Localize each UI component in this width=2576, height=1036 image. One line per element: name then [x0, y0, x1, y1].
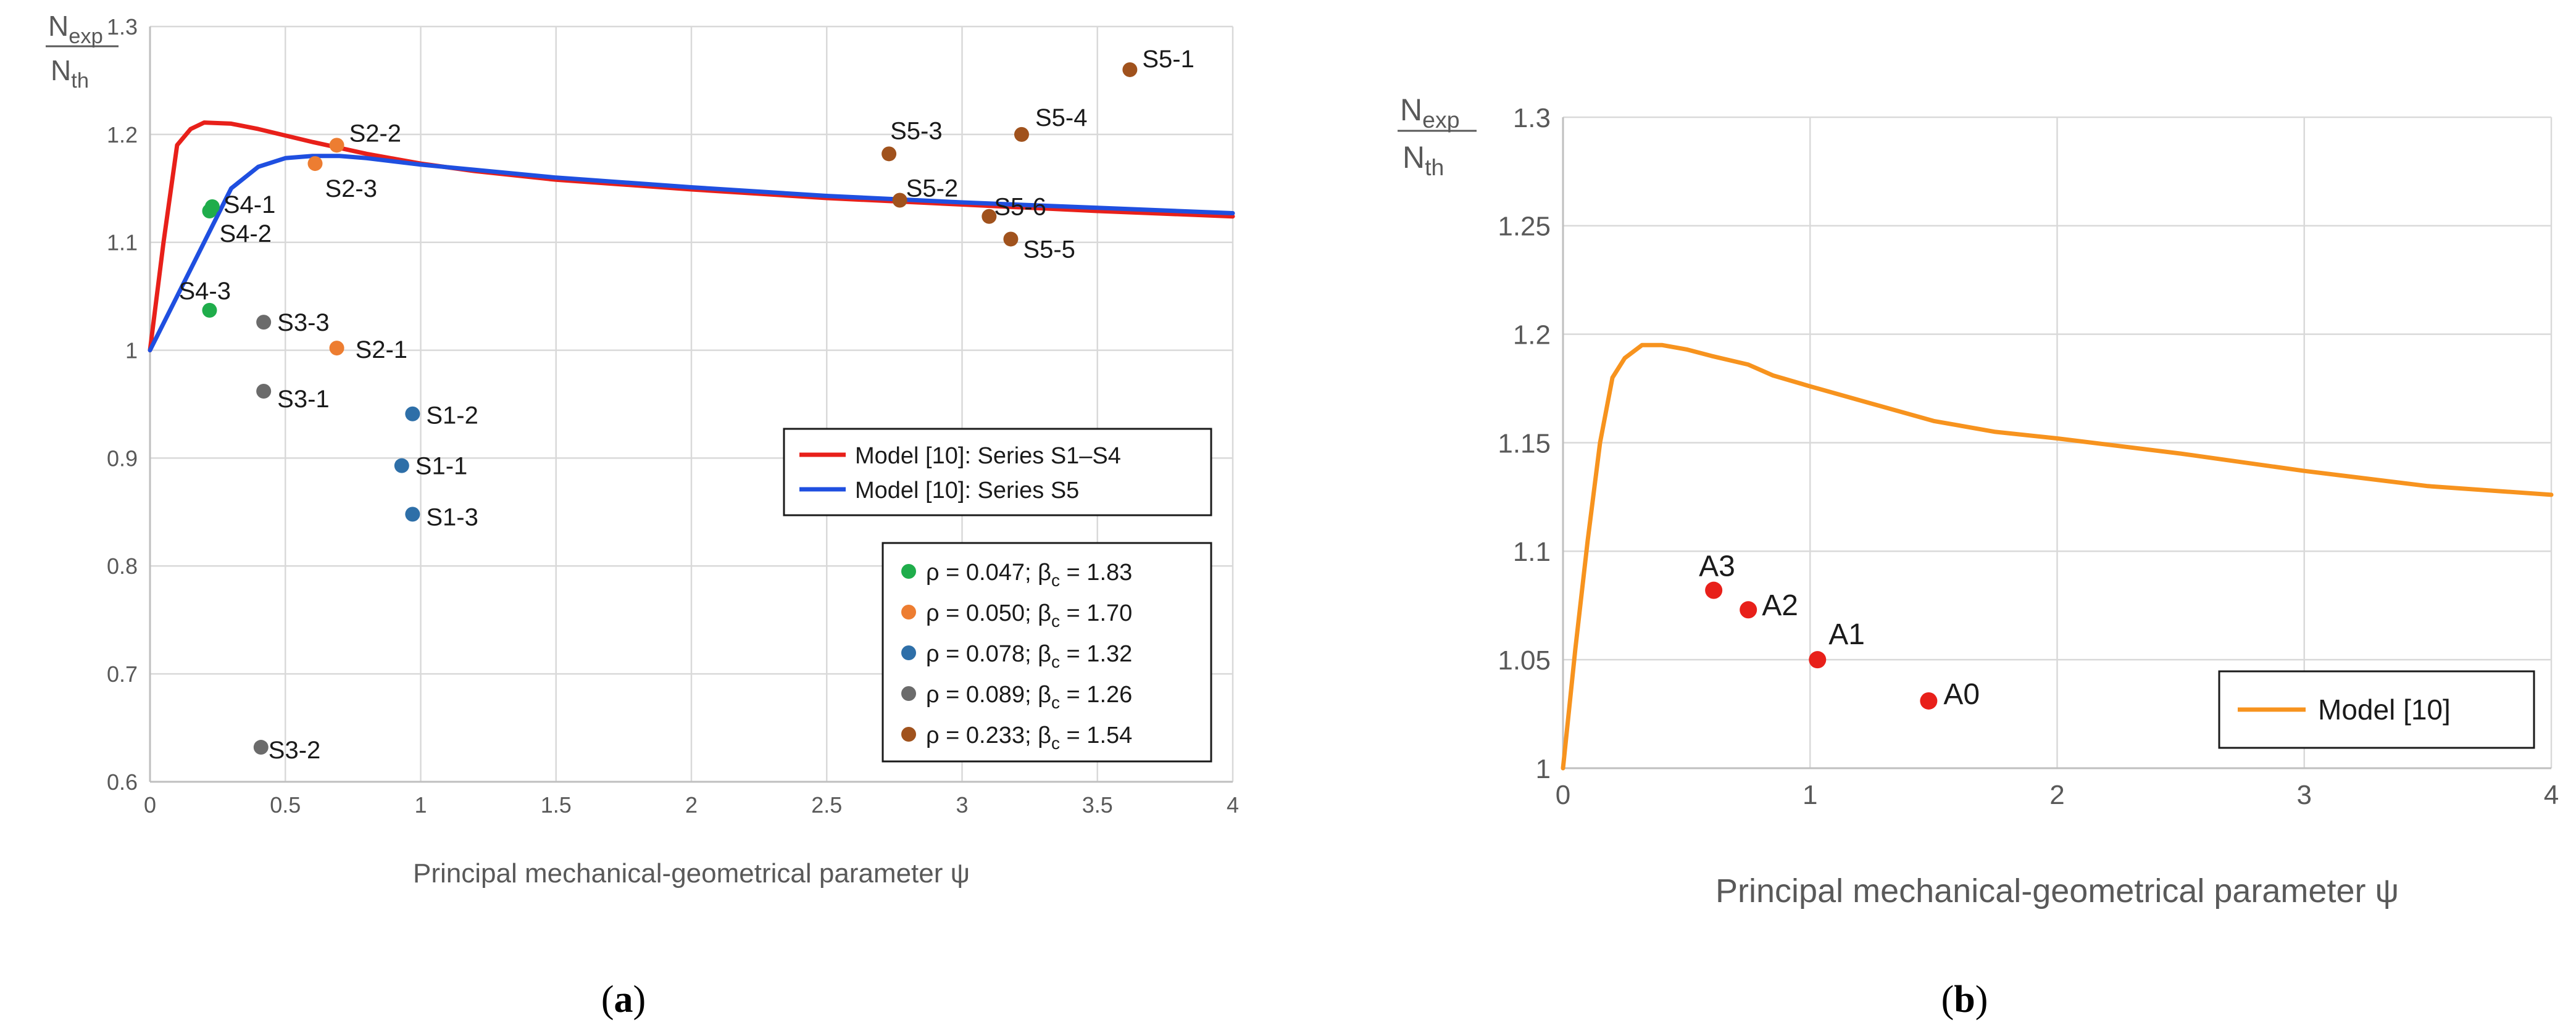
data-point	[256, 315, 272, 330]
y-tick-label: 1.25	[1498, 212, 1551, 242]
data-point-label: S3-2	[269, 737, 321, 764]
data-point-label: S4-3	[178, 278, 231, 305]
data-point-label: S3-3	[277, 309, 330, 336]
x-axis-label: Principal mechanical-geometrical paramet…	[1715, 872, 2399, 910]
legend-marker	[901, 645, 916, 660]
legend-group-label: ρ = 0.078; βc = 1.32	[926, 641, 1132, 671]
y-axis-label-denominator: Nth	[1403, 140, 1444, 180]
data-point-label: S2-2	[349, 120, 402, 147]
data-point	[202, 204, 217, 219]
y-tick-label: 1.1	[107, 230, 138, 255]
data-point	[253, 740, 269, 755]
data-point-label: S5-2	[906, 175, 959, 202]
y-tick-label: 0.6	[107, 769, 138, 795]
x-tick-label: 2.5	[811, 792, 842, 818]
data-point	[256, 384, 272, 399]
group-legend-box	[882, 542, 1212, 763]
legend-marker	[901, 727, 916, 742]
panel-caption: (a)	[601, 979, 646, 1021]
legend-group-label: ρ = 0.047; βc = 1.83	[926, 560, 1132, 590]
legend-group-label: ρ = 0.050; βc = 1.70	[926, 600, 1132, 631]
legend-marker	[901, 686, 916, 701]
panel-caption: (b)	[1941, 979, 1988, 1021]
data-point	[982, 209, 997, 224]
data-point	[202, 302, 217, 318]
x-tick-label: 2	[2049, 780, 2064, 810]
data-point-label: S5-4	[1035, 104, 1088, 131]
y-tick-label: 1.2	[107, 122, 138, 147]
data-point	[405, 406, 420, 421]
y-tick-label: 1.2	[1513, 320, 1551, 350]
y-tick-label: 1.15	[1498, 428, 1551, 458]
data-point	[1705, 581, 1723, 599]
data-point-label: S5-6	[994, 194, 1046, 221]
data-point-label: S2-3	[325, 175, 377, 202]
x-tick-label: 3.5	[1082, 792, 1113, 818]
data-point	[329, 138, 344, 153]
data-point-label: A1	[1828, 618, 1865, 651]
data-point-label: A0	[1943, 678, 1980, 711]
x-tick-label: 0.5	[270, 792, 301, 818]
data-point-label: A2	[1762, 589, 1798, 622]
x-tick-label: 0	[144, 792, 156, 818]
y-axis-label-numerator: Nexp	[48, 10, 103, 48]
data-point-label: S4-2	[219, 220, 272, 247]
x-tick-label: 4	[1227, 792, 1239, 818]
data-point-label: S1-2	[426, 402, 478, 429]
data-point	[1920, 692, 1938, 710]
x-tick-label: 3	[956, 792, 968, 818]
data-point-label: S1-1	[415, 453, 468, 480]
legend-group-label: ρ = 0.233; βc = 1.54	[926, 723, 1132, 753]
y-tick-label: 1	[125, 338, 138, 363]
data-point-label: S5-3	[890, 117, 943, 144]
x-tick-label: 0	[1556, 780, 1570, 810]
y-tick-label: 1.3	[1513, 103, 1551, 133]
data-point	[1122, 62, 1138, 77]
data-point	[307, 156, 323, 172]
data-point-label: S5-1	[1142, 46, 1194, 73]
legend-marker	[901, 605, 916, 620]
legend-line-label: Model [10]: Series S1–S4	[855, 443, 1121, 469]
x-tick-label: 4	[2544, 780, 2559, 810]
data-point-label: A3	[1699, 550, 1735, 582]
x-tick-label: 3	[2297, 780, 2312, 810]
legend-line-label: Model [10]	[2318, 694, 2451, 726]
y-tick-label: 1.3	[107, 14, 138, 39]
data-point	[329, 341, 344, 356]
x-tick-label: 2	[685, 792, 698, 818]
x-tick-label: 1	[414, 792, 427, 818]
y-tick-label: 1	[1536, 754, 1551, 784]
data-point	[394, 458, 409, 473]
data-point	[405, 507, 420, 522]
y-axis-label-denominator: Nth	[51, 54, 89, 93]
legend-marker	[901, 564, 916, 579]
y-axis-label-numerator: Nexp	[1400, 93, 1460, 133]
x-tick-label: 1.5	[541, 792, 572, 818]
y-tick-label: 0.9	[107, 445, 138, 471]
data-point	[1014, 126, 1029, 142]
x-axis-label: Principal mechanical-geometrical paramet…	[413, 858, 970, 889]
data-point-label: S1-3	[426, 503, 478, 531]
data-point-label: S3-1	[277, 386, 330, 413]
series-line	[1561, 342, 2554, 771]
y-tick-label: 1.05	[1498, 645, 1551, 676]
x-tick-label: 1	[1803, 780, 1817, 810]
data-point	[882, 146, 897, 162]
data-point-label: S5-5	[1023, 236, 1075, 263]
y-tick-label: 0.7	[107, 661, 138, 687]
legend-line-label: Model [10]: Series S5	[855, 478, 1079, 503]
data-point-label: S4-1	[223, 191, 276, 218]
y-tick-label: 1.1	[1513, 537, 1551, 567]
data-point	[1003, 231, 1019, 247]
chart-panel-a: 0 0.5 1 1.5 2 2.5 3 3.5 40.60.70.80.911.11.21.3N…	[46, 10, 1239, 1021]
data-point	[1809, 651, 1827, 669]
y-tick-label: 0.8	[107, 553, 138, 579]
line-legend-box	[783, 428, 1212, 516]
data-point	[892, 193, 907, 208]
legend-group-label: ρ = 0.089; βc = 1.26	[926, 682, 1132, 712]
data-point-label: S2-1	[356, 336, 408, 363]
data-point	[1740, 601, 1757, 619]
chart-panel-b: 0 1 2 3 411.051.11.151.21.251.3NexpNthPrinci…	[1398, 93, 2559, 1021]
